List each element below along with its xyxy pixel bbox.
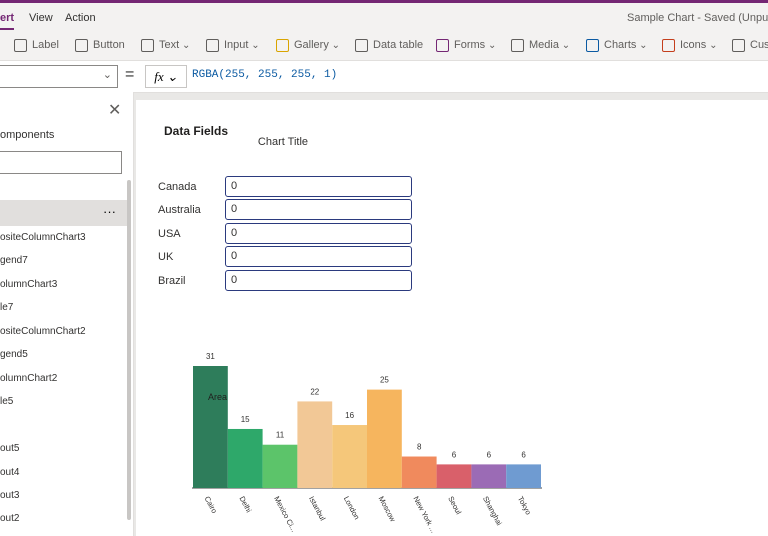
toolbar [0,32,768,61]
tree-item[interactable]: out3 [0,490,20,501]
data-label: 6 [521,450,526,459]
menu-bar [0,3,768,32]
bar [227,428,263,488]
chart-title: Chart Title [258,136,308,148]
formula-text[interactable]: RGBA(255, 255, 255, 1) [192,69,338,81]
equals: = [125,66,135,83]
tree-item[interactable]: olumnChart3 [0,279,58,290]
bar [193,366,228,488]
field-label: UK [158,251,174,264]
data-label: 16 [345,411,354,420]
bar [367,389,402,488]
toolbar-icon [141,39,154,52]
bar [262,444,298,488]
text-input[interactable]: 0 [225,246,412,268]
data-label: 22 [310,387,319,396]
toolbar-icon [276,39,289,52]
x-tick-label: Mexico Ci... [272,495,298,534]
toolbar-icon [732,39,745,52]
data-label: 15 [241,415,250,424]
toolbar-button[interactable]: Data table [373,39,424,51]
data-label: 25 [380,376,389,385]
bar [436,464,472,488]
x-tick-label: Moscow [377,495,398,524]
tree-item[interactable]: ositeColumnChart3 [0,232,86,243]
selected-row[interactable]: ··· [0,200,131,226]
tree-item[interactable]: olumnChart2 [0,373,58,384]
menu-tab[interactable]: View [29,12,53,24]
field-label: Australia [158,204,201,217]
field-label: Brazil [158,274,186,287]
tree-item[interactable]: out5 [0,443,20,454]
toolbar-icon [586,39,599,52]
toolbar-button[interactable]: Text ⌄ [159,39,191,51]
toolbar-icon [14,39,27,52]
field-label: Canada [158,181,197,193]
x-tick-label: Istanbul [307,495,327,523]
data-label: 31 [206,352,215,361]
property-dropdown[interactable]: ⌄ [0,65,118,88]
close-button[interactable]: ✕ [108,102,122,119]
toolbar-button[interactable]: Button [93,39,125,51]
x-tick-label: Tokyo [516,495,533,517]
text-input[interactable]: 0 [225,176,412,197]
bar [471,464,507,488]
x-tick-label: Shanghai [481,495,504,528]
toolbar-button[interactable]: Icons ⌄ [680,39,718,51]
text-input[interactable]: 0 [225,269,412,291]
toolbar-button[interactable]: Label [32,39,59,51]
tree-item[interactable]: out2 [0,513,20,524]
formula-bar [0,61,768,93]
search-box[interactable] [0,151,122,174]
toolbar-icon [355,39,368,52]
x-tick-label: Delhi [237,495,253,515]
tree-item[interactable]: out4 [0,467,20,478]
toolbar-button[interactable]: Charts ⌄ [604,39,648,51]
data-label: 6 [452,450,457,459]
app-title: Sample Chart - Saved (Unpublis [627,12,768,24]
data-label: 11 [276,431,285,440]
menu-tab[interactable]: ert [0,12,15,30]
text-input[interactable]: 0 [225,199,412,221]
bar [506,464,541,488]
toolbar-icon [436,39,449,52]
tree-item[interactable]: le5 [0,396,14,407]
text-input[interactable]: 0 [225,222,412,244]
toolbar-button[interactable]: Forms ⌄ [454,39,497,51]
tree-item[interactable]: gend7 [0,255,28,266]
toolbar-icon [206,39,219,52]
field-label: USA [158,227,181,240]
canvas-title: Data Fields [164,124,229,138]
x-tick-label: New York ... [411,495,438,535]
toolbar-icon [511,39,524,52]
bar [401,456,437,488]
toolbar-button[interactable]: Input ⌄ [224,39,260,51]
tree-item[interactable]: ositeColumnChart2 [0,326,86,337]
x-tick-label: Cairo [203,495,219,515]
tree-item[interactable]: le7 [0,302,14,313]
x-tick-label: Seoul [446,495,463,516]
x-tick-label: London [342,495,362,521]
toolbar-button[interactable]: Gallery ⌄ [294,39,341,51]
annotation: Area [208,392,227,402]
bar [332,425,367,488]
tree-heading: omponents [0,129,55,141]
toolbar-icon [662,39,675,52]
data-label: 6 [487,450,492,459]
brand-bar [0,0,768,3]
toolbar-icon [75,39,88,52]
bar [297,401,333,488]
scrollbar[interactable] [127,180,131,520]
fx-button[interactable]: fx ⌄ [145,65,187,88]
tree-item[interactable]: gend5 [0,349,28,360]
data-label: 8 [417,443,422,452]
toolbar-button[interactable]: Media ⌄ [529,39,571,51]
toolbar-button[interactable]: Cus [750,39,768,51]
menu-tab[interactable]: Action [65,12,96,24]
